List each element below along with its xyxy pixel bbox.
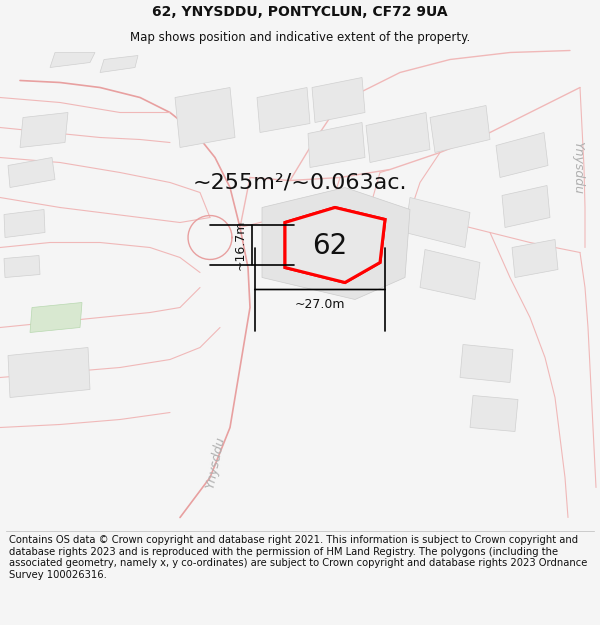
Polygon shape — [100, 56, 138, 72]
Text: Ynysddu: Ynysddu — [203, 435, 227, 490]
Polygon shape — [8, 158, 55, 188]
Polygon shape — [308, 122, 365, 168]
Polygon shape — [512, 239, 558, 278]
Text: Contains OS data © Crown copyright and database right 2021. This information is : Contains OS data © Crown copyright and d… — [9, 535, 587, 580]
Polygon shape — [8, 348, 90, 398]
Text: ~16.7m: ~16.7m — [234, 220, 247, 270]
Text: 62, YNYSDDU, PONTYCLUN, CF72 9UA: 62, YNYSDDU, PONTYCLUN, CF72 9UA — [152, 5, 448, 19]
Polygon shape — [496, 132, 548, 178]
Polygon shape — [502, 186, 550, 228]
Polygon shape — [460, 344, 513, 382]
Polygon shape — [285, 208, 385, 282]
Text: 62: 62 — [313, 231, 347, 259]
Text: Map shows position and indicative extent of the property.: Map shows position and indicative extent… — [130, 31, 470, 44]
Polygon shape — [470, 396, 518, 431]
Polygon shape — [285, 208, 385, 282]
Polygon shape — [420, 249, 480, 299]
Polygon shape — [366, 112, 430, 162]
Polygon shape — [312, 78, 365, 122]
Text: ~27.0m: ~27.0m — [295, 298, 345, 311]
Polygon shape — [175, 88, 235, 148]
Polygon shape — [262, 188, 410, 299]
Polygon shape — [405, 198, 470, 248]
Text: Ynysddu: Ynysddu — [571, 141, 584, 194]
Polygon shape — [257, 88, 310, 132]
Polygon shape — [20, 112, 68, 148]
Polygon shape — [430, 106, 490, 152]
Polygon shape — [4, 256, 40, 278]
Polygon shape — [30, 302, 82, 332]
Polygon shape — [50, 52, 95, 68]
Text: ~255m²/~0.063ac.: ~255m²/~0.063ac. — [193, 173, 407, 192]
Polygon shape — [4, 209, 45, 238]
